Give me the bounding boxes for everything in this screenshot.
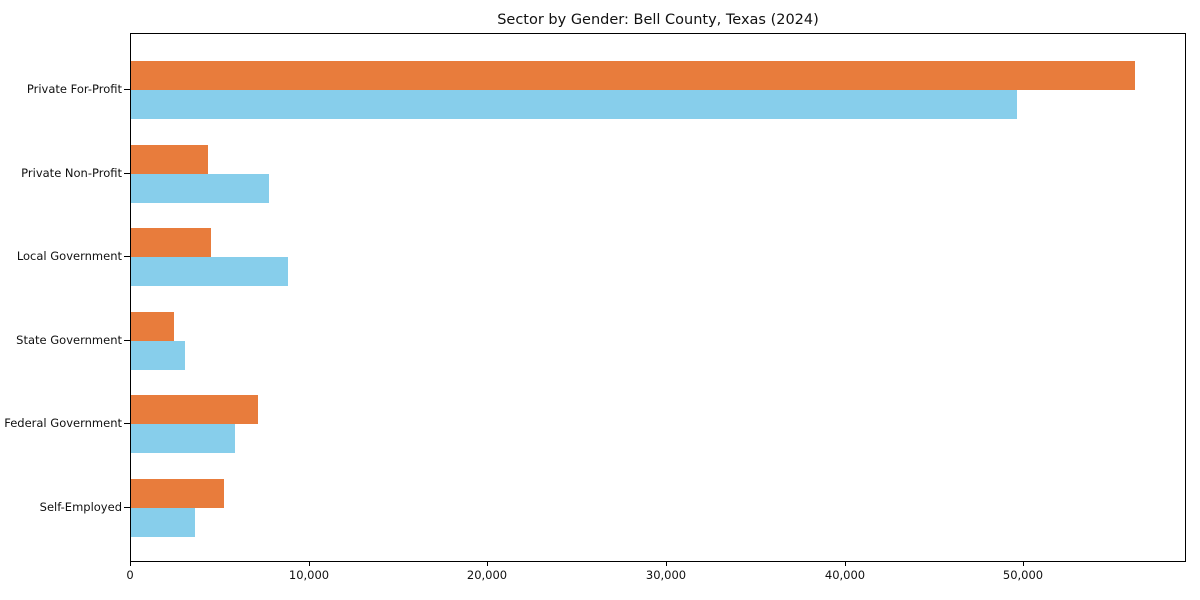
ytick-label-state-government: State Government <box>16 333 122 347</box>
bar-female-self-employed <box>131 508 195 537</box>
bar-male-local-government <box>131 228 211 258</box>
xtick-label-40000: 40,000 <box>824 568 866 582</box>
bar-male-federal-government <box>131 395 258 425</box>
ytick-label-local-government: Local Government <box>16 249 122 263</box>
ytick-mark-local-government <box>124 256 130 257</box>
xtick-mark-10000 <box>309 561 310 566</box>
ytick-label-private-for-profit: Private For-Profit <box>26 82 122 96</box>
xtick-mark-50000 <box>1023 561 1024 566</box>
bars-layer <box>131 34 1185 561</box>
xtick-mark-40000 <box>845 561 846 566</box>
xtick-label-50000: 50,000 <box>1002 568 1044 582</box>
bar-male-self-employed <box>131 479 224 508</box>
ytick-mark-state-government <box>124 340 130 341</box>
xtick-label-10000: 10,000 <box>288 568 330 582</box>
bar-female-local-government <box>131 257 288 287</box>
bar-female-private-for-profit <box>131 90 1017 119</box>
xtick-mark-20000 <box>487 561 488 566</box>
xtick-mark-0 <box>130 561 131 566</box>
bar-female-state-government <box>131 340 185 370</box>
xtick-label-0: 0 <box>126 568 134 582</box>
bar-male-private-non-profit <box>131 144 208 174</box>
ytick-mark-federal-government <box>124 423 130 424</box>
xtick-label-30000: 30,000 <box>645 568 687 582</box>
ytick-mark-private-non-profit <box>124 173 130 174</box>
xtick-mark-30000 <box>666 561 667 566</box>
bar-male-state-government <box>131 311 174 341</box>
bar-female-private-non-profit <box>131 173 269 203</box>
chart-title: Sector by Gender: Bell County, Texas (20… <box>497 12 819 28</box>
bar-male-private-for-profit <box>131 61 1135 90</box>
ytick-label-federal-government: Federal Government <box>4 416 122 430</box>
xtick-label-20000: 20,000 <box>466 568 508 582</box>
ytick-label-self-employed: Self-Employed <box>39 500 122 514</box>
plot-area: Male Female <box>130 33 1186 562</box>
ytick-label-private-non-profit: Private Non-Profit <box>21 166 122 180</box>
ytick-mark-self-employed <box>124 507 130 508</box>
bar-female-federal-government <box>131 424 235 454</box>
ytick-mark-private-for-profit <box>124 89 130 90</box>
